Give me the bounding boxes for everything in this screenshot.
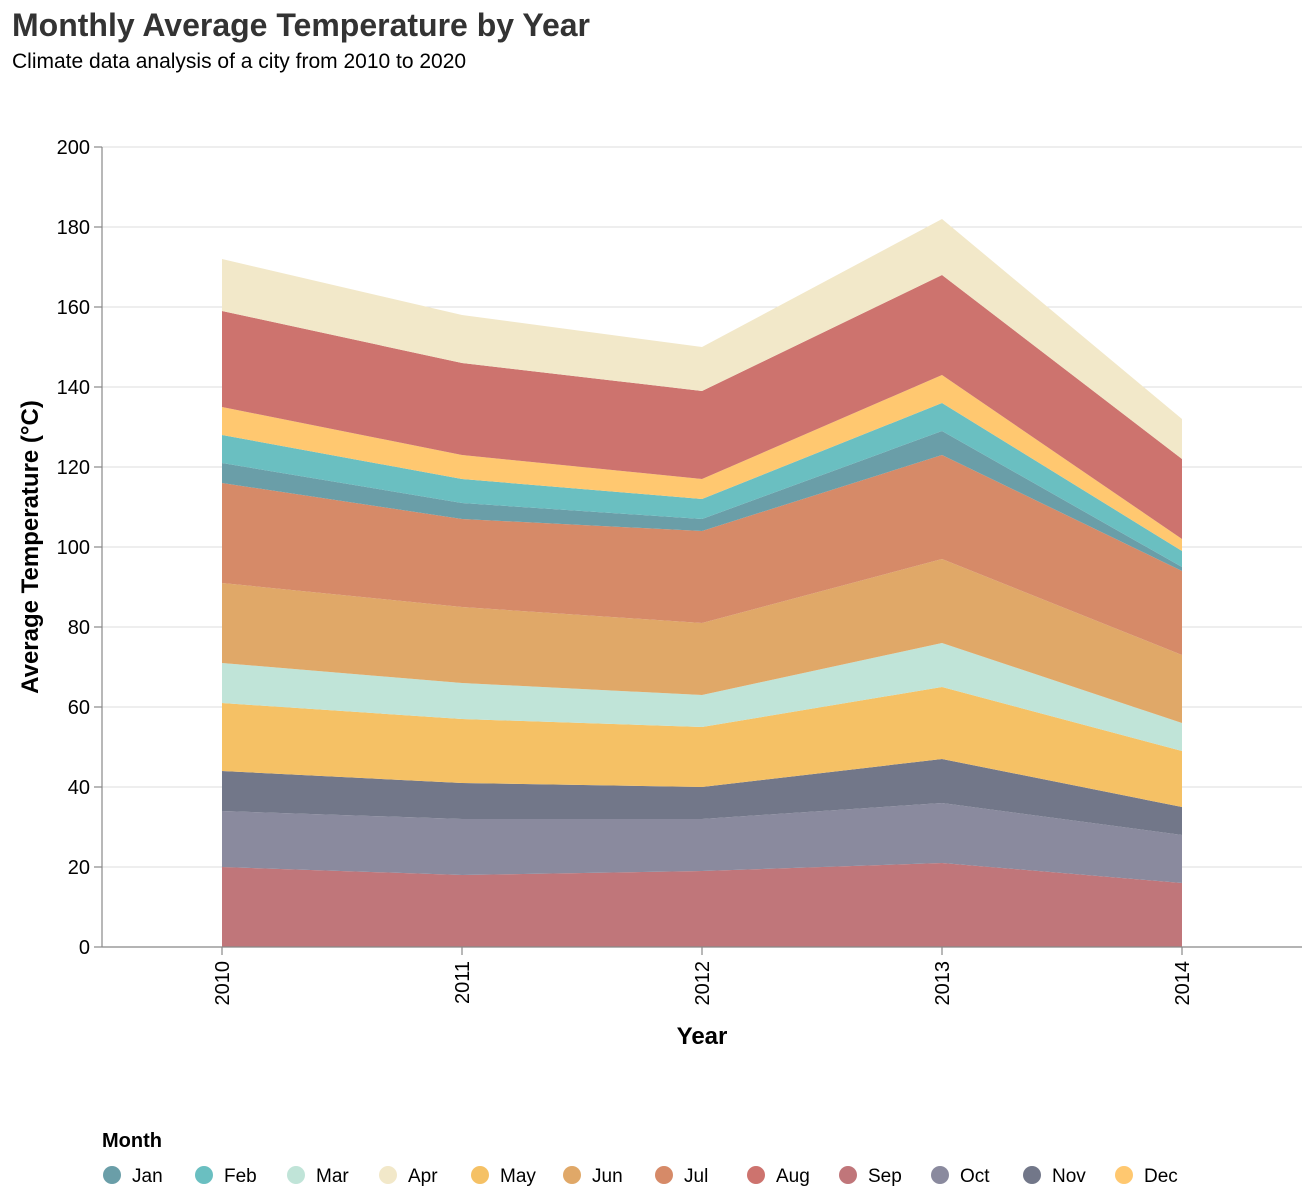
area-feb — [222, 403, 1182, 567]
legend-label: Jan — [132, 1166, 163, 1187]
legend-item-aug: Aug — [747, 1166, 810, 1187]
legend-label: Oct — [960, 1166, 990, 1187]
area-jan — [222, 431, 1182, 571]
legend-swatch — [931, 1166, 949, 1184]
area-nov — [222, 759, 1182, 835]
area-mar — [222, 643, 1182, 751]
y-tick-label: 120 — [57, 457, 90, 479]
legend-title: Month — [102, 1130, 162, 1152]
x-tick-label: 2013 — [932, 961, 954, 1006]
chart-title: Monthly Average Temperature by Year — [12, 7, 590, 43]
legend-label: Dec — [1144, 1166, 1178, 1187]
y-tick-label: 100 — [57, 537, 90, 559]
legend-swatch — [563, 1166, 581, 1184]
area-dec — [222, 375, 1182, 551]
y-tick-label: 180 — [57, 217, 90, 239]
legend-swatch — [379, 1166, 397, 1184]
legend-swatch — [1023, 1166, 1041, 1184]
y-tick-label: 200 — [57, 137, 90, 159]
y-tick-label: 20 — [68, 857, 90, 879]
legend-label: May — [500, 1166, 536, 1187]
y-tick-label: 140 — [57, 377, 90, 399]
legend-label: Jun — [592, 1166, 623, 1187]
legend-item-apr: Apr — [379, 1166, 438, 1187]
y-axis-title: Average Temperature (°C) — [17, 400, 44, 694]
legend-item-oct: Oct — [931, 1166, 990, 1187]
legend-swatch — [655, 1166, 673, 1184]
area-may — [222, 687, 1182, 807]
legend-item-jan: Jan — [103, 1166, 163, 1187]
area-series — [222, 219, 1182, 947]
y-tick-label: 40 — [68, 777, 90, 799]
legend-swatch — [747, 1166, 765, 1184]
legend-item-may: May — [471, 1166, 536, 1187]
x-axis-title: Year — [677, 1023, 728, 1050]
legend-label: Feb — [224, 1166, 257, 1187]
legend-swatch — [839, 1166, 857, 1184]
legend-swatch — [1115, 1166, 1133, 1184]
legend-swatch — [287, 1166, 305, 1184]
legend-swatch — [195, 1166, 213, 1184]
legend-item-jun: Jun — [563, 1166, 623, 1187]
legend-item-nov: Nov — [1023, 1166, 1086, 1187]
legend-label: Jul — [684, 1166, 708, 1187]
legend-label: Aug — [776, 1166, 810, 1187]
legend-swatch — [471, 1166, 489, 1184]
legend-label: Nov — [1052, 1166, 1086, 1187]
legend-label: Sep — [868, 1166, 902, 1187]
y-tick-label: 80 — [68, 617, 90, 639]
legend: Month Jan Feb Mar Apr May Jun Jul Aug Sep Oct Nov D… — [102, 1130, 1178, 1187]
area-apr — [222, 219, 1182, 459]
legend-label: Mar — [316, 1166, 349, 1187]
legend-item-feb: Feb — [195, 1166, 257, 1187]
legend-item-jul: Jul — [655, 1166, 708, 1187]
legend-item-sep: Sep — [839, 1166, 902, 1187]
x-tick-label: 2011 — [452, 961, 474, 1004]
y-tick-label: 0 — [79, 937, 90, 959]
area-sep — [222, 863, 1182, 947]
legend-swatch — [103, 1166, 121, 1184]
area-jun — [222, 559, 1182, 723]
x-tick-label: 2012 — [692, 961, 714, 1006]
area-aug — [222, 275, 1182, 539]
legend-label: Apr — [408, 1166, 438, 1187]
axes: 0 20 40 60 80 100 120 140 160 180 200 2010 2011 2012 2… — [57, 137, 1302, 1006]
y-tick-label: 160 — [57, 297, 90, 319]
legend-item-dec: Dec — [1115, 1166, 1178, 1187]
area-oct — [222, 803, 1182, 883]
x-tick-label: 2014 — [1172, 961, 1194, 1006]
legend-item-mar: Mar — [287, 1166, 349, 1187]
x-tick-label: 2010 — [212, 961, 234, 1006]
y-tick-label: 60 — [68, 697, 90, 719]
area-jul — [222, 455, 1182, 655]
chart-subtitle: Climate data analysis of a city from 201… — [12, 50, 466, 73]
